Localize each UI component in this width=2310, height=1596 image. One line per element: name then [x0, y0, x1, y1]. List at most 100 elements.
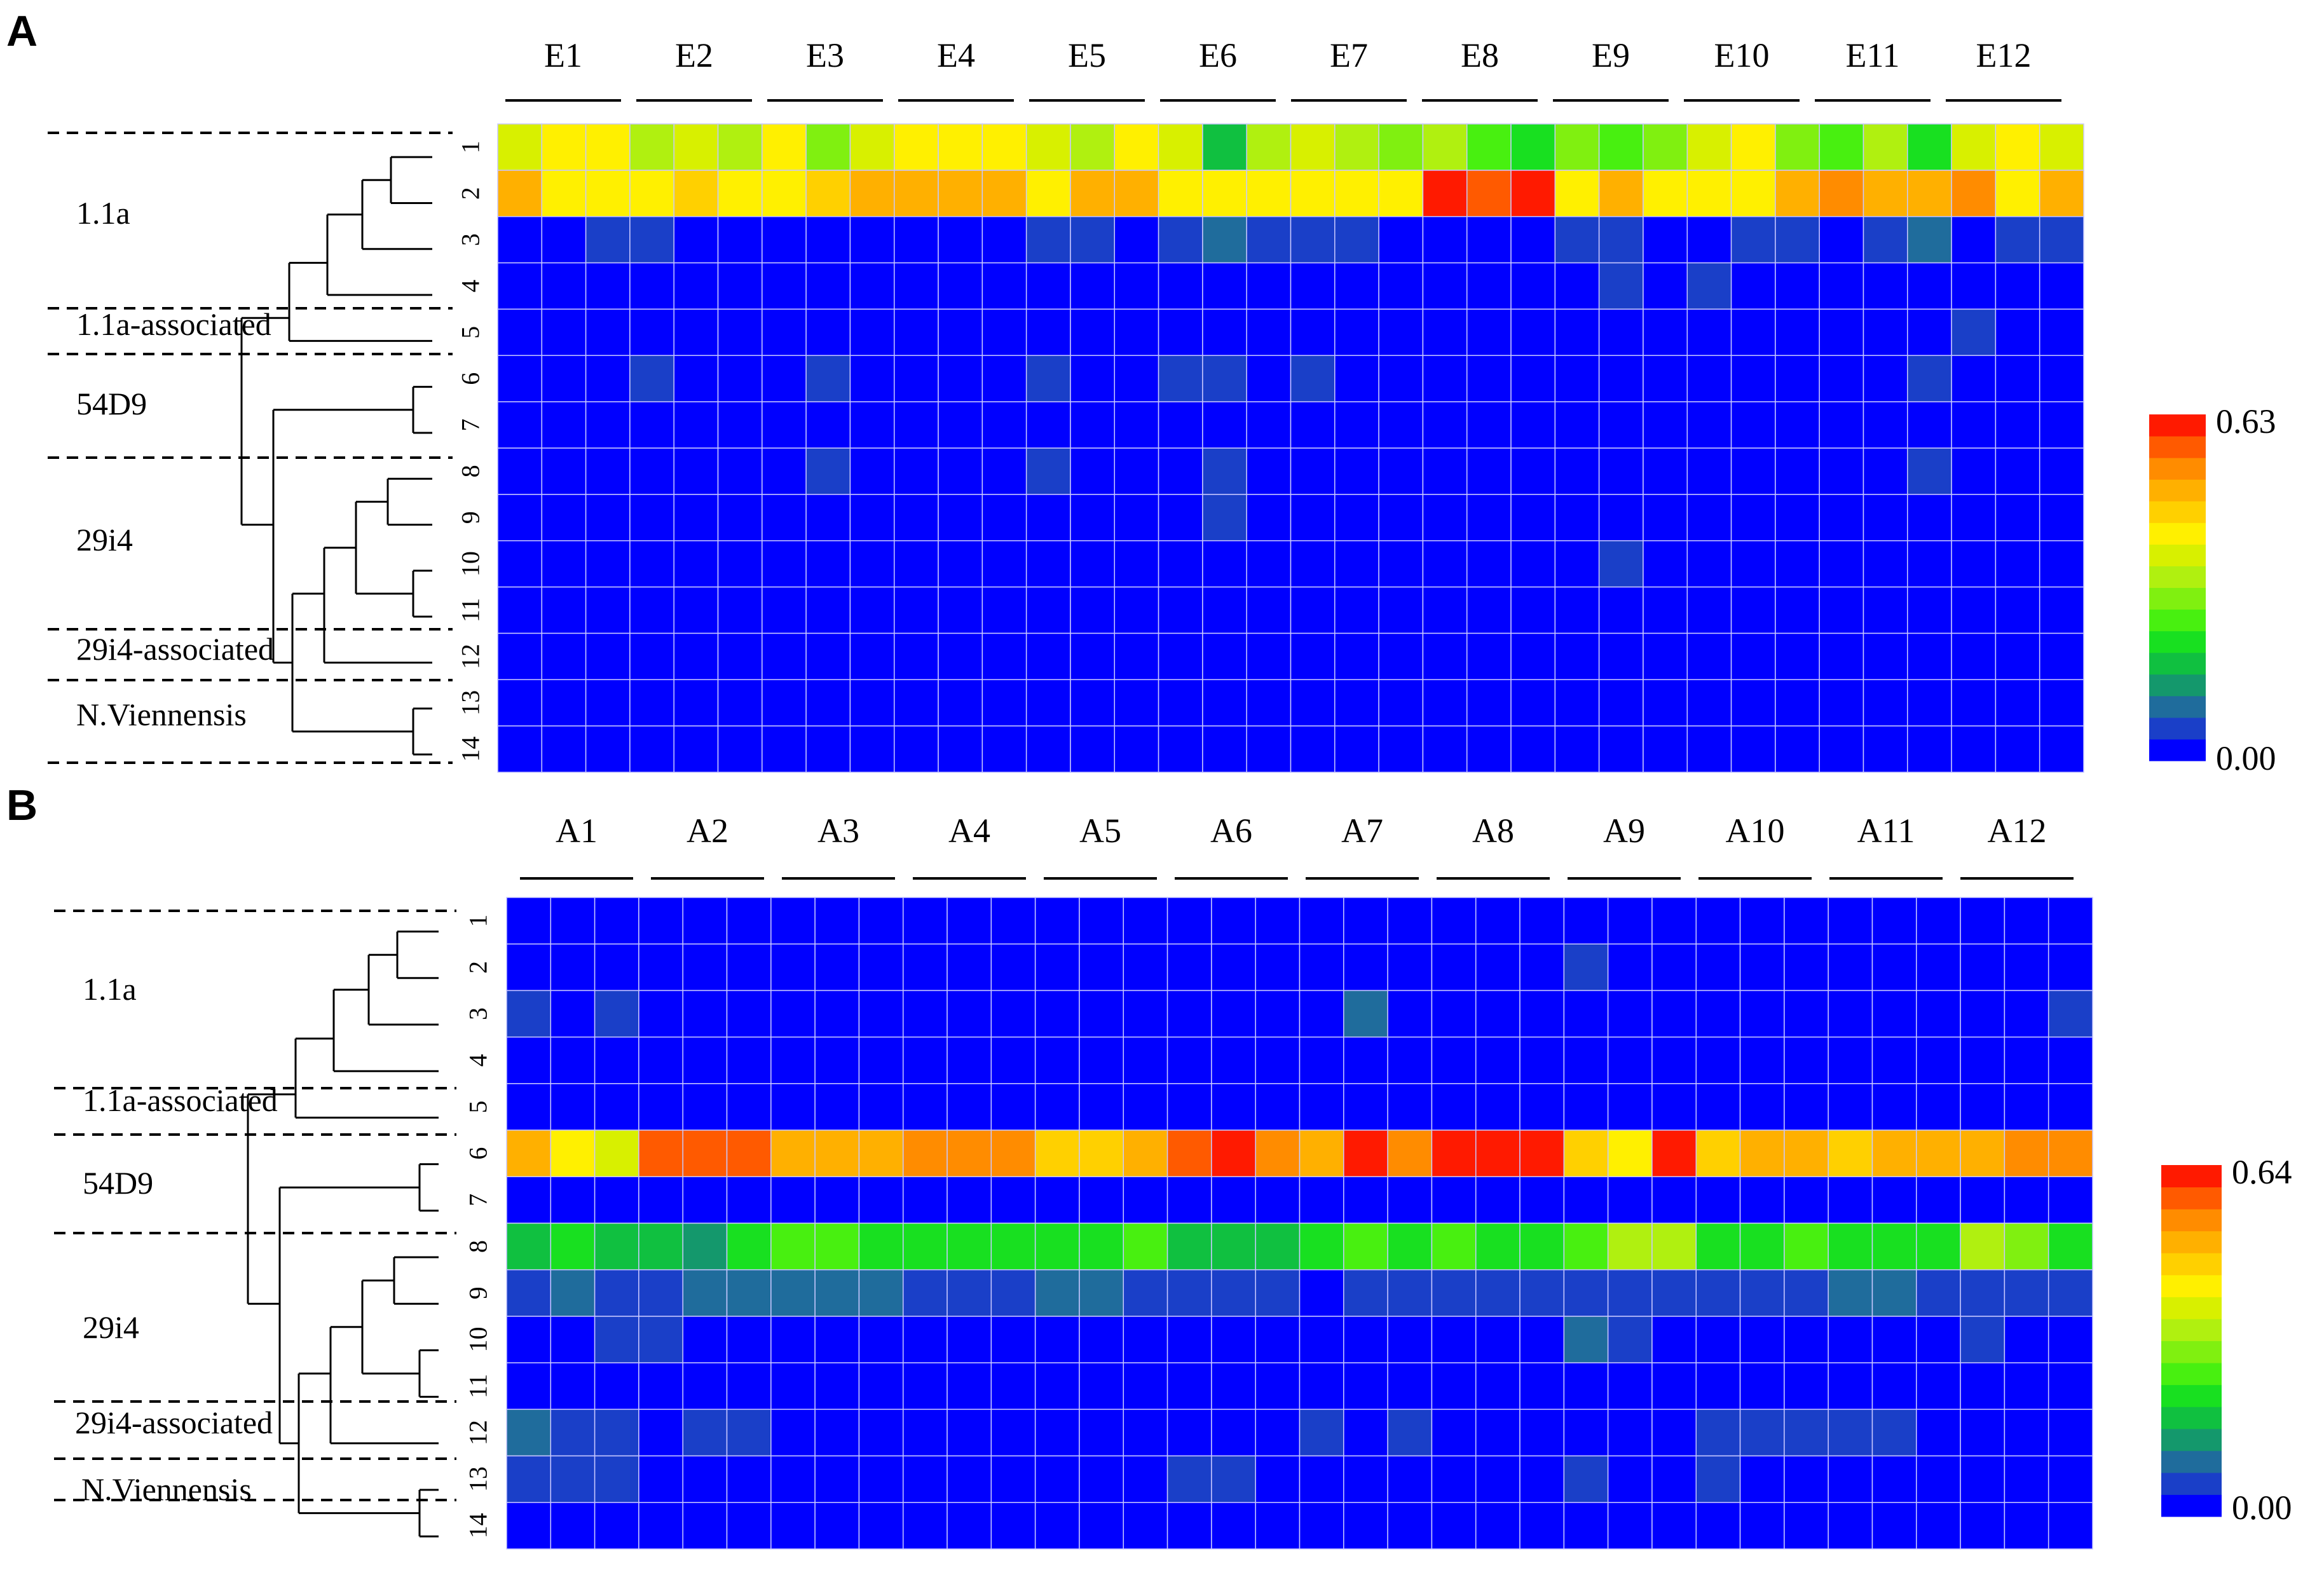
heatmap-cell — [1951, 215, 1997, 264]
heatmap-cell — [717, 632, 763, 681]
heatmap-cell — [1563, 897, 1609, 945]
heatmap-cell — [1079, 897, 1124, 945]
heatmap-cell — [1686, 494, 1732, 542]
heatmap-cell — [497, 632, 543, 681]
heatmap-cell — [938, 355, 983, 402]
heatmap-cell — [1246, 679, 1292, 726]
heatmap-cell — [1510, 170, 1556, 217]
heatmap-cell — [1166, 1502, 1212, 1550]
heatmap-cell — [1960, 1502, 2006, 1550]
heatmap-cell — [1775, 540, 1820, 588]
heatmap-cell — [1510, 123, 1556, 171]
heatmap-cell — [2004, 1269, 2049, 1317]
heatmap-cell — [594, 1269, 639, 1317]
heatmap-cell — [849, 355, 895, 402]
heatmap-cell — [1378, 262, 1424, 310]
heatmap-cell — [1378, 540, 1424, 588]
heatmap-cell — [1475, 1502, 1521, 1550]
heatmap-cell — [1202, 215, 1247, 264]
heatmap-cell — [1034, 1362, 1080, 1410]
heatmap-cell — [1607, 1176, 1653, 1224]
heatmap-cell — [497, 401, 543, 449]
heatmap-cell — [1475, 1083, 1521, 1131]
heatmap-cell — [1431, 1408, 1477, 1457]
heatmap-cell — [805, 632, 851, 681]
heatmap-cell — [726, 1455, 772, 1503]
heatmap-cell — [1784, 897, 1829, 945]
heatmap-cell — [1563, 1222, 1609, 1271]
heatmap-cell — [497, 447, 543, 495]
heatmap-cell — [1246, 540, 1292, 588]
heatmap-cell — [1158, 679, 1203, 726]
heatmap-cell — [1554, 308, 1600, 357]
heatmap-cell — [594, 1083, 639, 1131]
colorbar-max-label: 0.64 — [2232, 1153, 2292, 1191]
heatmap-cell — [1166, 1036, 1212, 1084]
heatmap-cell — [1158, 540, 1203, 588]
heatmap-cell — [1695, 990, 1741, 1038]
heatmap-cell — [1334, 170, 1379, 217]
heatmap-cell — [1378, 494, 1424, 542]
heatmap-cell — [1695, 897, 1741, 945]
heatmap-cell — [814, 1362, 860, 1410]
heatmap-cell — [1034, 1036, 1080, 1084]
heatmap-cell — [1431, 1362, 1477, 1410]
heatmap-cell — [1607, 1362, 1653, 1410]
heatmap-cell — [1290, 215, 1336, 264]
heatmap-cell — [1519, 1408, 1565, 1457]
column-group-label: E3 — [806, 36, 844, 74]
heatmap-cell — [1907, 632, 1952, 681]
heatmap-cell — [947, 1408, 992, 1457]
heatmap-cell — [1510, 308, 1556, 357]
heatmap-cell — [1916, 1269, 1961, 1317]
heatmap-cell — [541, 401, 587, 449]
heatmap-cell — [1378, 632, 1424, 681]
heatmap-cell — [1995, 308, 2040, 357]
heatmap-cell — [1246, 494, 1292, 542]
heatmap-cell — [1907, 262, 1952, 310]
heatmap-cell — [594, 1455, 639, 1503]
heatmap-cell — [726, 1083, 772, 1131]
heatmap-cell — [947, 990, 992, 1038]
heatmap-cell — [1862, 123, 1908, 171]
heatmap-cell — [1114, 447, 1159, 495]
heatmap-cell — [2047, 897, 2093, 945]
heatmap-cell — [1828, 1362, 1873, 1410]
row-label: 14 — [464, 1513, 493, 1538]
heatmap-cell — [1079, 1362, 1124, 1410]
heatmap-cell — [1730, 447, 1776, 495]
heatmap-cell — [717, 725, 763, 773]
heatmap-cell — [682, 1269, 728, 1317]
heatmap-cell — [1387, 1455, 1433, 1503]
heatmap-cell — [638, 1502, 683, 1550]
heatmap-cell — [1643, 355, 1688, 402]
heatmap-cell — [1730, 540, 1776, 588]
heatmap-cell — [2004, 1455, 2049, 1503]
heatmap-cell — [805, 401, 851, 449]
row-label: 1 — [464, 915, 493, 927]
row-label: 8 — [456, 465, 485, 477]
heatmap-cell — [1114, 215, 1159, 264]
heatmap-cell — [1775, 355, 1820, 402]
heatmap-cell — [762, 447, 807, 495]
heatmap-cell — [1739, 1316, 1785, 1363]
heatmap-cell — [1995, 632, 2040, 681]
heatmap-cell — [1784, 1362, 1829, 1410]
heatmap-cell — [1255, 1362, 1301, 1410]
heatmap-cell — [1907, 401, 1952, 449]
heatmap-cell — [1819, 586, 1864, 634]
heatmap-cell — [1202, 355, 1247, 402]
heatmap-cell — [1123, 1129, 1168, 1178]
heatmap-cell — [1563, 1502, 1609, 1550]
heatmap-cell — [1166, 1455, 1212, 1503]
heatmap-cell — [497, 170, 543, 217]
heatmap-cell — [1862, 170, 1908, 217]
heatmap-cell — [629, 170, 674, 217]
heatmap-cell — [594, 1408, 639, 1457]
row-label: 2 — [456, 187, 485, 200]
column-group-label: E2 — [675, 36, 713, 74]
heatmap-cell — [1422, 494, 1468, 542]
heatmap-cell — [1519, 1222, 1565, 1271]
heatmap-cell — [1819, 215, 1864, 264]
heatmap-cell — [585, 679, 631, 726]
